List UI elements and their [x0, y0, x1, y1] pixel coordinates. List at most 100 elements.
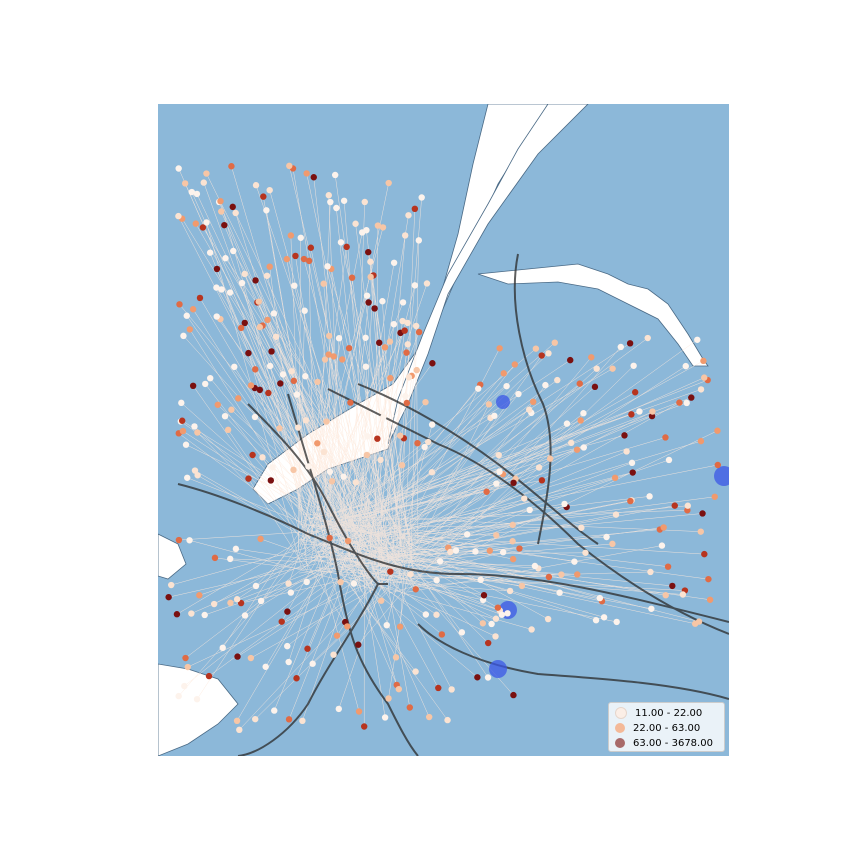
station-marker: [664, 563, 672, 570]
flow-line: [179, 304, 398, 569]
station-marker: [582, 549, 589, 556]
station-marker: [362, 334, 369, 341]
station-marker: [272, 333, 280, 340]
flow-line: [315, 379, 708, 534]
station-marker: [207, 374, 214, 382]
flow-line: [185, 559, 316, 659]
station-marker: [662, 434, 669, 441]
station-marker: [428, 421, 436, 428]
flow-line: [318, 409, 530, 561]
station-marker: [428, 469, 436, 476]
station-marker: [475, 385, 482, 392]
station-marker: [201, 611, 208, 619]
station-marker: [561, 500, 568, 508]
station-marker: [264, 316, 271, 324]
station-marker: [510, 691, 517, 699]
flow-line: [340, 464, 718, 540]
station-marker: [398, 462, 406, 469]
station-marker: [256, 386, 264, 394]
station-marker: [235, 395, 242, 402]
flow-line: [313, 177, 361, 589]
station-marker: [337, 578, 344, 586]
station-marker: [352, 220, 359, 227]
station-marker: [504, 610, 511, 617]
station-marker: [365, 248, 372, 256]
flow-line: [303, 341, 391, 550]
station-marker: [385, 695, 392, 702]
station-marker: [288, 368, 295, 375]
station-marker: [303, 170, 310, 177]
station-marker: [321, 356, 329, 363]
flow-line: [302, 559, 359, 721]
flow-line: [386, 537, 409, 626]
flow-line: [255, 185, 395, 587]
station-marker: [343, 243, 350, 251]
station-marker: [330, 651, 337, 658]
station-marker: [609, 365, 616, 372]
station-marker: [257, 535, 264, 543]
station-marker: [392, 654, 400, 661]
flow-line: [370, 276, 392, 539]
station-marker: [383, 621, 390, 629]
transit-line-4: [177, 483, 729, 623]
station-marker: [571, 558, 578, 565]
hub-markers: [489, 395, 729, 678]
station-marker: [644, 334, 651, 342]
station-marker: [165, 593, 172, 601]
flow-line: [316, 567, 683, 595]
station-marker: [350, 580, 358, 587]
legend-item-high: 63.00 - 3678.00: [615, 736, 713, 750]
station-marker: [538, 352, 545, 359]
station-marker: [367, 273, 374, 281]
flow-line: [394, 404, 490, 594]
flow-line: [224, 416, 355, 555]
flow-line: [333, 575, 392, 655]
station-marker: [237, 599, 245, 607]
flow-line: [323, 451, 332, 569]
station-marker: [173, 611, 181, 618]
station-marker: [300, 255, 308, 263]
station-marker: [271, 707, 278, 714]
station-marker: [603, 533, 610, 541]
flow-line: [369, 558, 508, 614]
station-marker: [491, 412, 498, 419]
station-marker: [387, 374, 394, 382]
station-marker: [323, 418, 330, 425]
land-layer: [158, 104, 709, 756]
flow-line: [248, 478, 308, 572]
station-marker: [387, 568, 394, 575]
map-canvas[interactable]: [158, 104, 729, 756]
station-marker: [425, 713, 433, 721]
flow-line: [293, 380, 415, 553]
station-marker: [485, 401, 493, 408]
station-marker: [232, 545, 240, 553]
station-marker: [303, 578, 310, 586]
station-marker: [509, 555, 517, 563]
flow-line: [287, 590, 359, 647]
legend-item-mid: 22.00 - 63.00: [615, 721, 700, 735]
station-marker: [277, 380, 284, 387]
flow-line: [234, 366, 377, 593]
flow-line: [361, 383, 580, 563]
station-marker: [203, 219, 210, 226]
station-marker: [345, 344, 353, 352]
station-marker: [588, 354, 595, 361]
station-marker: [247, 382, 255, 389]
station-marker: [252, 182, 260, 189]
station-marker: [340, 473, 347, 480]
station-marker: [396, 432, 404, 439]
station-marker: [580, 410, 587, 417]
station-marker: [203, 170, 210, 177]
flow-line: [218, 201, 370, 553]
station-markers: [165, 162, 721, 734]
station-marker: [188, 188, 196, 196]
transit-line-7: [417, 623, 729, 700]
flow-line: [255, 560, 417, 720]
station-marker: [284, 642, 291, 650]
station-marker: [226, 289, 234, 296]
flow-line: [304, 343, 631, 557]
flow-line: [295, 255, 343, 558]
station-marker: [266, 186, 273, 194]
station-marker: [701, 550, 708, 558]
station-marker: [484, 639, 492, 647]
